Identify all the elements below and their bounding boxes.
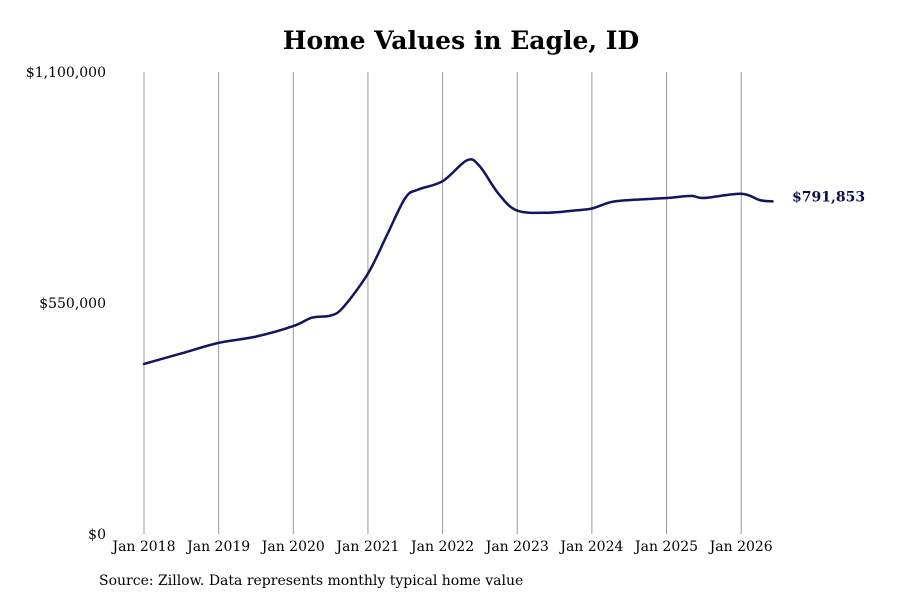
x-tick-label: Jan 2018 <box>110 539 175 555</box>
y-tick-label: $550,000 <box>39 296 106 312</box>
x-tick-label: Jan 2019 <box>185 539 250 555</box>
x-tick-label: Jan 2024 <box>558 539 623 555</box>
x-tick-label: Jan 2020 <box>260 539 325 555</box>
y-tick-label: $1,100,000 <box>26 65 106 81</box>
y-axis-ticks: $0 $550,000 $1,100,000 <box>26 65 106 543</box>
x-tick-label: Jan 2023 <box>484 539 549 555</box>
x-tick-label: Jan 2025 <box>633 539 698 555</box>
x-axis-ticks: Jan 2018 Jan 2019 Jan 2020 Jan 2021 Jan 2022… <box>110 539 772 555</box>
last-value-label: $791,853 <box>792 189 865 205</box>
x-tick-label: Jan 2022 <box>409 539 474 555</box>
series-layer <box>142 158 774 366</box>
gridlines <box>143 72 742 534</box>
y-tick-label: $0 <box>88 527 106 543</box>
x-tick-label: Jan 2026 <box>708 539 773 555</box>
source-note: Source: Zillow. Data represents monthly … <box>99 573 524 589</box>
series-line <box>142 158 774 366</box>
chart-title: Home Values in Eagle, ID <box>282 26 640 55</box>
x-tick-label: Jan 2021 <box>334 539 399 555</box>
